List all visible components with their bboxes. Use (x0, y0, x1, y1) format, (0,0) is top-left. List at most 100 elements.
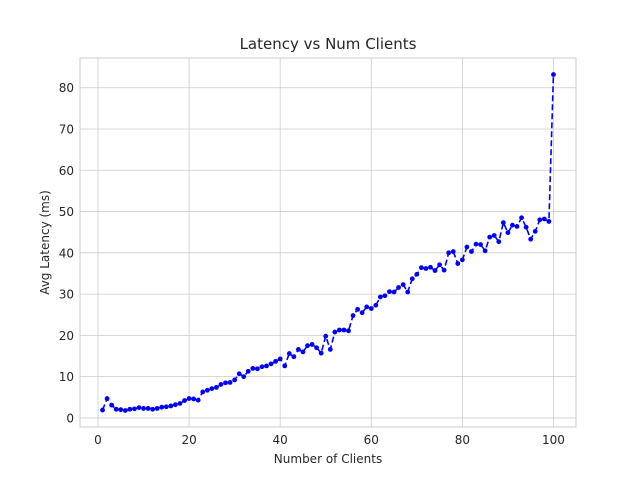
data-point (209, 386, 215, 392)
data-point (323, 333, 329, 339)
y-tick-label: 30 (59, 288, 74, 302)
data-point (255, 366, 260, 372)
y-tick-label: 80 (59, 81, 74, 95)
data-point (136, 405, 142, 410)
data-point (173, 402, 178, 408)
data-point (163, 404, 169, 410)
series-line (101, 74, 555, 412)
data-point (241, 374, 247, 380)
data-point (195, 397, 201, 403)
data-point (204, 387, 210, 393)
data-point (218, 382, 224, 387)
data-point (309, 342, 315, 347)
data-point (396, 285, 401, 290)
data-point (245, 368, 251, 374)
data-point (132, 406, 137, 412)
grid-lines (80, 58, 576, 427)
data-point (214, 384, 219, 390)
data-point (191, 396, 197, 402)
data-point (482, 248, 488, 254)
data-point (141, 406, 146, 411)
data-point (350, 313, 356, 318)
data-point (186, 396, 192, 401)
data-point (268, 361, 274, 367)
data-point (418, 265, 424, 271)
data-point (359, 310, 365, 316)
data-point (150, 406, 156, 412)
data-point (227, 380, 233, 385)
data-point (122, 408, 128, 413)
plot-area-frame (79, 57, 577, 428)
data-point (300, 349, 306, 355)
data-point (259, 364, 265, 370)
data-point (291, 354, 297, 360)
data-point (336, 327, 342, 333)
y-axis-label: Avg Latency (ms) (38, 190, 52, 295)
x-tick-label: 20 (181, 433, 196, 447)
data-point (469, 249, 474, 254)
y-tick-label: 0 (66, 411, 74, 425)
y-tick-label: 10 (59, 370, 74, 384)
x-tick-label: 80 (455, 433, 470, 447)
data-point (528, 236, 534, 242)
data-point (177, 401, 183, 406)
data-point (423, 266, 429, 271)
data-point (541, 216, 547, 222)
y-tick-label: 20 (59, 329, 74, 343)
tick-labels: 0 20 40 60 80 100 0 10 20 30 40 50 60 70 80 (59, 81, 565, 447)
data-point (154, 406, 160, 411)
y-tick-label: 70 (59, 122, 74, 136)
data-point (236, 371, 242, 377)
data-point (368, 306, 374, 311)
data-point (232, 377, 238, 383)
data-point (295, 347, 301, 352)
data-point (273, 358, 279, 364)
data-point (464, 244, 470, 250)
data-point (318, 350, 324, 356)
x-tick-label: 40 (273, 433, 288, 447)
data-point (428, 264, 433, 270)
data-point (118, 407, 124, 413)
data-point (510, 222, 515, 228)
data-point (400, 282, 406, 287)
data-point (519, 215, 524, 221)
data-point (113, 406, 119, 412)
data-point (437, 262, 442, 268)
data-point (409, 276, 415, 282)
data-point (104, 396, 110, 401)
data-point (505, 230, 511, 235)
data-point (432, 268, 438, 273)
data-point (277, 356, 283, 362)
data-point (387, 289, 392, 295)
data-point (478, 242, 483, 247)
data-point (446, 250, 452, 256)
data-point (168, 403, 174, 409)
data-point (145, 406, 151, 411)
data-point (327, 347, 333, 352)
data-point (364, 304, 370, 310)
data-point (100, 407, 105, 413)
y-tick-label: 60 (59, 164, 74, 178)
data-point (286, 351, 292, 356)
data-point (473, 241, 479, 247)
data-point (500, 220, 506, 226)
data-point (341, 327, 347, 333)
data-point (223, 380, 228, 386)
data-point (532, 228, 538, 234)
data-point (264, 363, 269, 369)
y-tick-label: 50 (59, 205, 74, 219)
data-point (282, 363, 288, 369)
data-point (250, 365, 256, 371)
x-tick-label: 60 (364, 433, 379, 447)
y-tick-label: 40 (59, 246, 74, 260)
data-point (551, 72, 556, 77)
data-point (159, 404, 165, 410)
series-layer (100, 72, 556, 413)
data-point (373, 302, 379, 308)
data-point (537, 217, 543, 223)
data-point (459, 257, 465, 263)
data-point (391, 289, 397, 295)
chart-title: Latency vs Num Clients (240, 35, 417, 53)
data-point (127, 406, 133, 412)
